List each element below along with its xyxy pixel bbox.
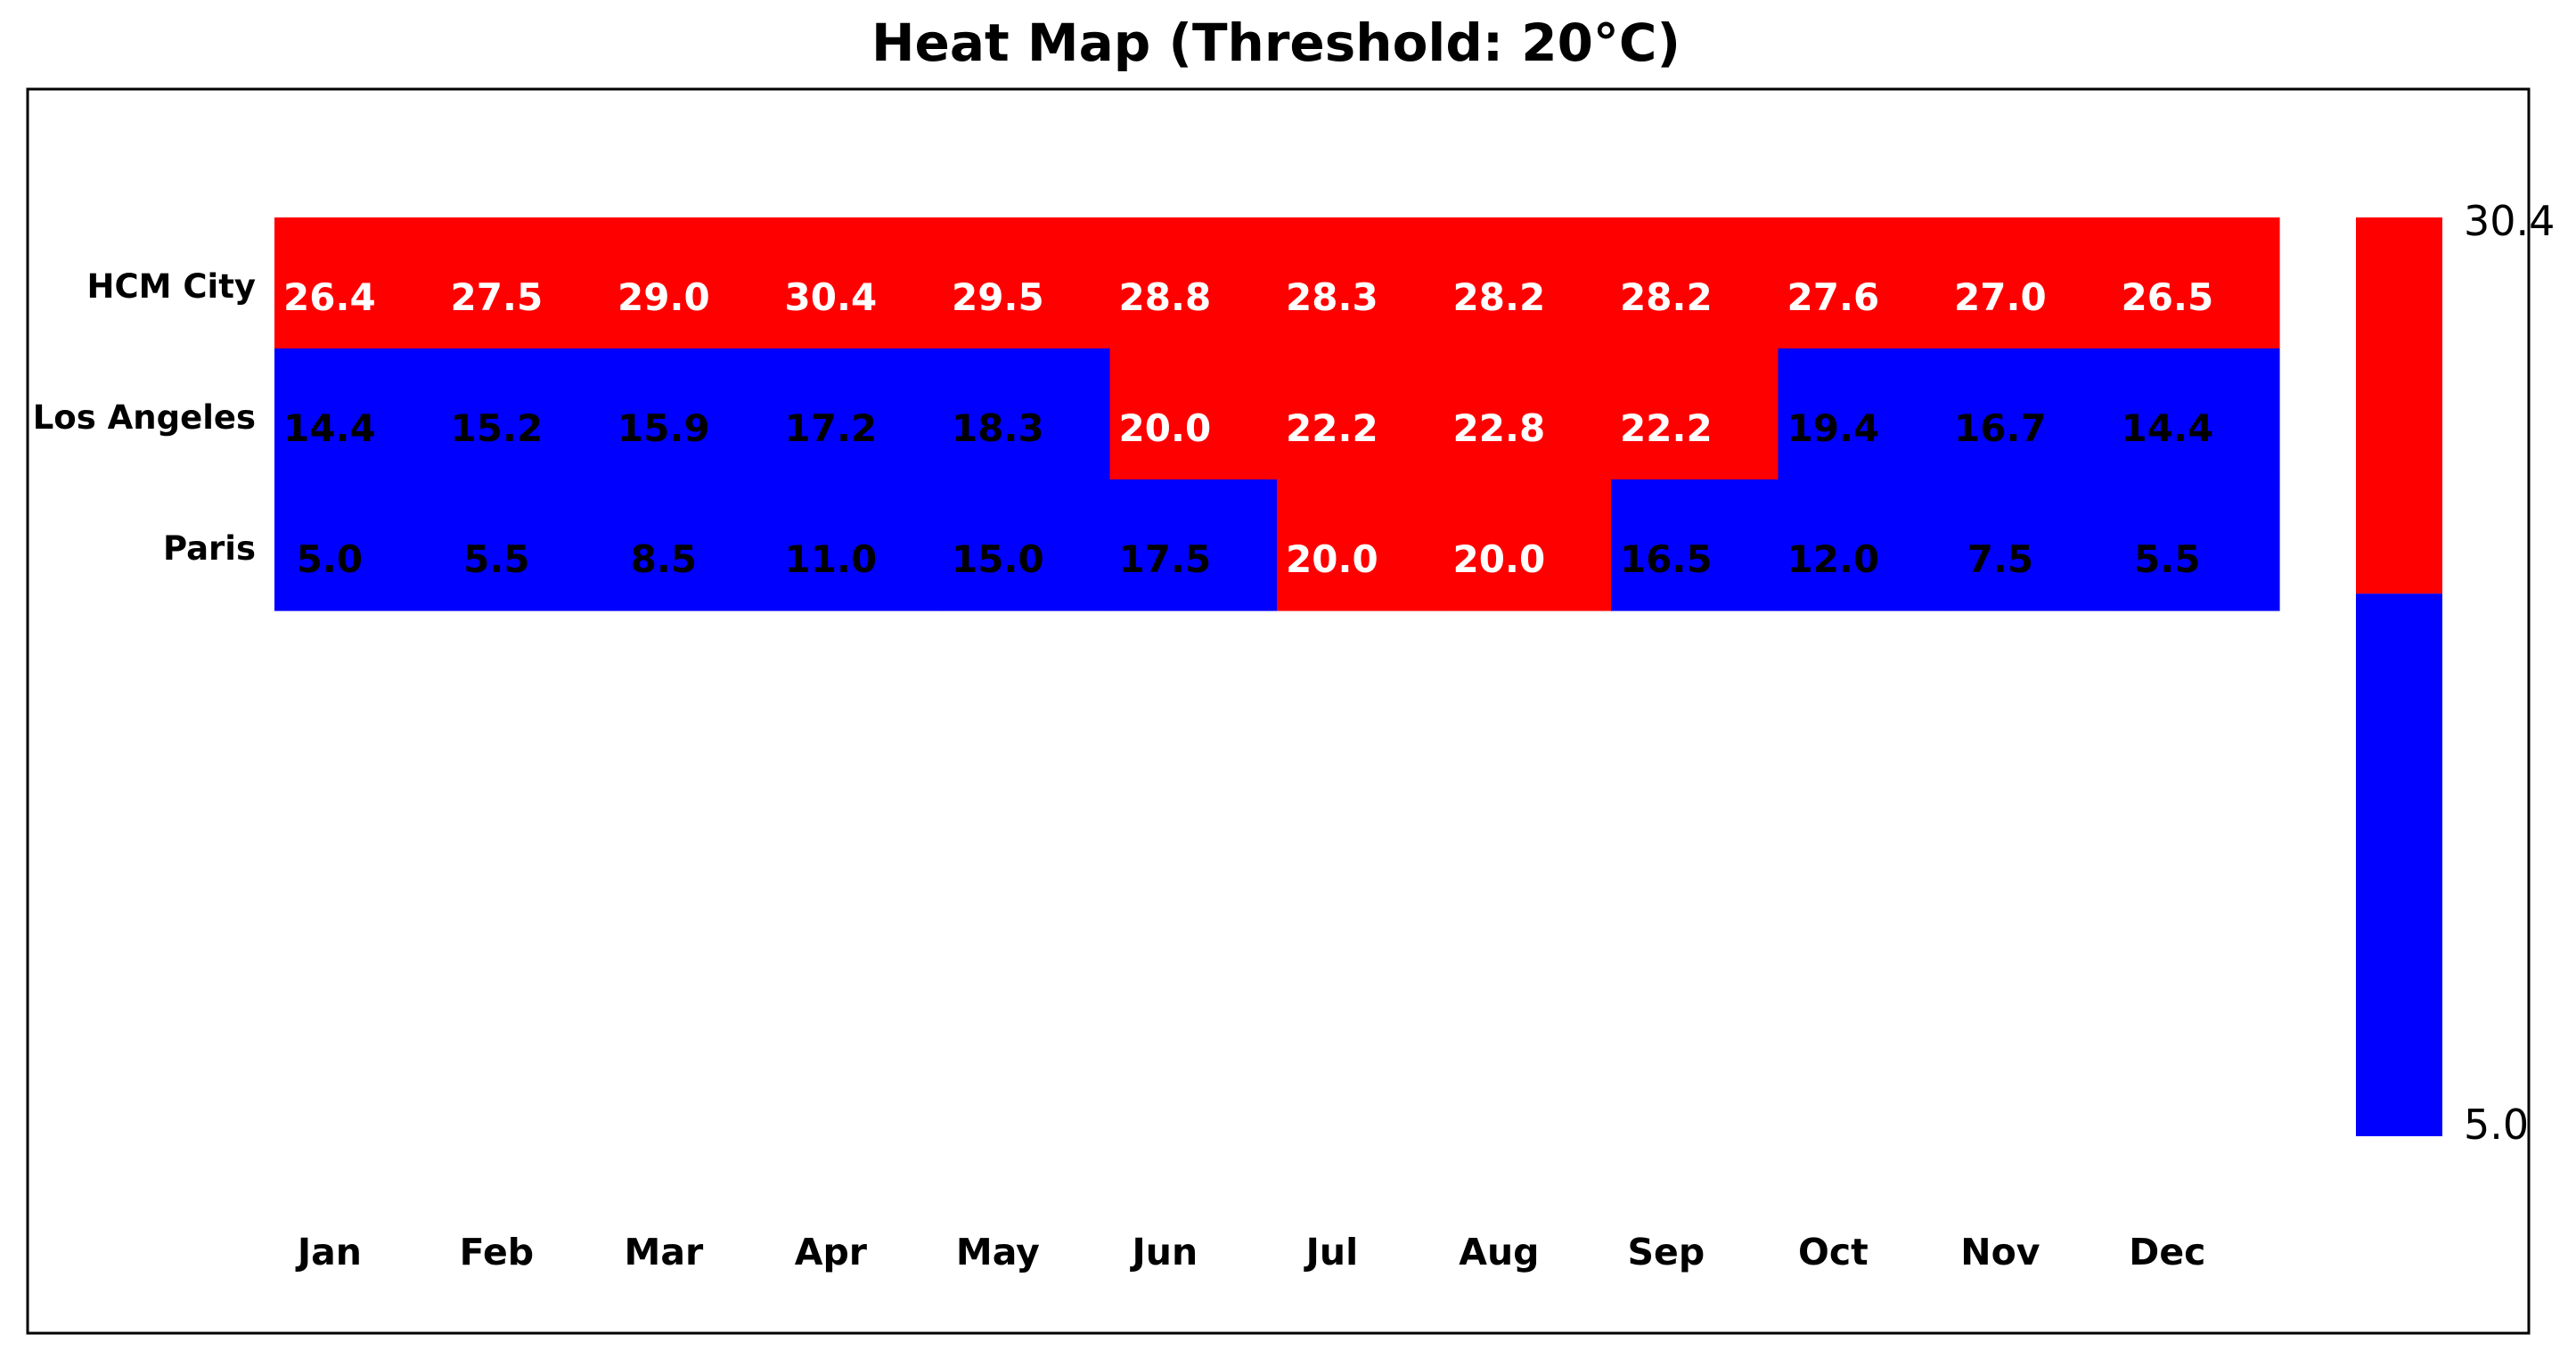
column-label-may: May bbox=[956, 1231, 1040, 1273]
heatmap-cell-hcm-city-nov bbox=[1945, 217, 2114, 349]
cell-value-label: 12.0 bbox=[1787, 537, 1880, 581]
cell-value-label: 5.5 bbox=[2134, 537, 2200, 581]
colorbar: 30.4 5.0 bbox=[2356, 197, 2555, 1149]
cell-value-label: 28.2 bbox=[1620, 275, 1713, 319]
axes-frame bbox=[26, 87, 2531, 1335]
cell-value-label: 27.6 bbox=[1787, 275, 1880, 319]
cell-value-label: 18.3 bbox=[952, 406, 1044, 450]
colorbar-min-label: 5.0 bbox=[2464, 1101, 2529, 1149]
heatmap-cell-los-angeles-nov bbox=[1945, 348, 2114, 480]
cell-value-label: 15.0 bbox=[952, 537, 1044, 581]
cell-value-label: 20.0 bbox=[1453, 537, 1546, 581]
cell-value-label: 28.3 bbox=[1286, 275, 1378, 319]
heatmap-cell-paris-nov bbox=[1945, 479, 2114, 611]
heatmap-cell-los-angeles-sep bbox=[1611, 348, 1779, 480]
heatmap-cell-los-angeles-apr bbox=[775, 348, 944, 480]
heatmap-cell-hcm-city-feb bbox=[441, 217, 609, 349]
cell-value-label: 28.2 bbox=[1453, 275, 1546, 319]
cell-value-label: 27.0 bbox=[1954, 275, 2047, 319]
cell-value-label: 15.9 bbox=[617, 406, 710, 450]
column-label-jun: Jun bbox=[1130, 1231, 1198, 1273]
heatmap-cell-los-angeles-may bbox=[943, 348, 1111, 480]
row-label-los-angeles: Los Angeles bbox=[33, 398, 256, 437]
heatmap-cell-hcm-city-mar bbox=[609, 217, 777, 349]
cell-value-label: 5.5 bbox=[463, 537, 529, 581]
heatmap-cell-hcm-city-apr bbox=[775, 217, 944, 349]
cell-value-label: 16.7 bbox=[1954, 406, 2047, 450]
cell-value-label: 8.5 bbox=[631, 537, 697, 581]
heatmap-cell-paris-apr bbox=[775, 479, 944, 611]
colorbar-max-label: 30.4 bbox=[2464, 197, 2555, 245]
chart-title: Heat Map (Threshold: 20°C) bbox=[871, 12, 1681, 73]
heatmap-cell-paris-may bbox=[943, 479, 1111, 611]
column-label-apr: Apr bbox=[795, 1231, 868, 1273]
cell-value-label: 20.0 bbox=[1119, 406, 1212, 450]
cell-value-label: 15.2 bbox=[451, 406, 544, 450]
row-label-hcm-city: HCM City bbox=[87, 267, 256, 306]
cell-value-label: 19.4 bbox=[1787, 406, 1880, 450]
cell-value-label: 17.2 bbox=[785, 406, 878, 450]
column-label-jul: Jul bbox=[1304, 1231, 1359, 1273]
heatmap-cell-hcm-city-aug bbox=[1443, 217, 1612, 349]
cell-value-label: 14.4 bbox=[283, 406, 376, 450]
cell-value-label: 14.4 bbox=[2122, 406, 2214, 450]
heatmap-cell-paris-dec bbox=[2112, 479, 2280, 611]
column-label-feb: Feb bbox=[460, 1231, 535, 1273]
heatmap-cell-paris-feb bbox=[441, 479, 609, 611]
heatmap-cell-paris-oct bbox=[1778, 479, 1946, 611]
heatmap-cell-hcm-city-oct bbox=[1778, 217, 1946, 349]
heatmap-cell-hcm-city-jul bbox=[1277, 217, 1445, 349]
column-label-nov: Nov bbox=[1960, 1231, 2040, 1273]
cell-value-label: 20.0 bbox=[1286, 537, 1378, 581]
row-label-paris: Paris bbox=[163, 529, 256, 568]
heatmap-cell-hcm-city-dec bbox=[2112, 217, 2280, 349]
cell-value-label: 7.5 bbox=[1967, 537, 2033, 581]
heatmap-cell-paris-jan bbox=[274, 479, 443, 611]
heatmap-cell-los-angeles-jun bbox=[1109, 348, 1278, 480]
cell-value-label: 28.8 bbox=[1119, 275, 1212, 319]
column-label-mar: Mar bbox=[625, 1231, 704, 1273]
heatmap-cell-los-angeles-aug bbox=[1443, 348, 1612, 480]
cell-value-label: 16.5 bbox=[1620, 537, 1713, 581]
colorbar-segment-above bbox=[2356, 217, 2442, 594]
cell-value-label: 30.4 bbox=[785, 275, 878, 319]
heatmap-cell-hcm-city-jun bbox=[1109, 217, 1278, 349]
cell-value-label: 27.5 bbox=[451, 275, 544, 319]
heatmap-cell-labels: 26.4 27.5 29.0 30.4 29.5 28.8 28.3 28.2 28.2 27.6… bbox=[283, 275, 2213, 581]
heatmap-cell-paris-jul bbox=[1277, 479, 1445, 611]
cell-value-label: 22.2 bbox=[1620, 406, 1713, 450]
heatmap-cell-paris-jun bbox=[1109, 479, 1278, 611]
heatmap-cell-los-angeles-jan bbox=[274, 348, 443, 480]
heatmap-cell-paris-aug bbox=[1443, 479, 1612, 611]
heatmap-cell-los-angeles-jul bbox=[1277, 348, 1445, 480]
heatmap-cell-los-angeles-dec bbox=[2112, 348, 2280, 480]
heatmap-cell-hcm-city-sep bbox=[1611, 217, 1779, 349]
heatmap-cell-los-angeles-oct bbox=[1778, 348, 1946, 480]
heatmap-cell-los-angeles-feb bbox=[441, 348, 609, 480]
heatmap-cell-los-angeles-mar bbox=[609, 348, 777, 480]
column-label-dec: Dec bbox=[2129, 1231, 2205, 1273]
column-label-jan: Jan bbox=[295, 1231, 362, 1273]
colorbar-segment-below bbox=[2356, 594, 2442, 1136]
heatmap-cell-hcm-city-may bbox=[943, 217, 1111, 349]
cell-value-label: 22.2 bbox=[1286, 406, 1378, 450]
cell-value-label: 17.5 bbox=[1119, 537, 1212, 581]
heatmap-cells bbox=[274, 217, 2280, 611]
heatmap-cell-paris-mar bbox=[609, 479, 777, 611]
column-label-aug: Aug bbox=[1459, 1231, 1539, 1273]
cell-value-label: 29.0 bbox=[617, 275, 710, 319]
cell-value-label: 26.4 bbox=[283, 275, 376, 319]
column-labels: Jan Feb Mar Apr May Jun Jul Aug Sep Oct Nov Dec bbox=[295, 1231, 2206, 1273]
cell-value-label: 29.5 bbox=[952, 275, 1044, 319]
cell-value-label: 11.0 bbox=[785, 537, 878, 581]
column-label-oct: Oct bbox=[1798, 1231, 1869, 1273]
cell-value-label: 5.0 bbox=[297, 537, 363, 581]
cell-value-label: 26.5 bbox=[2122, 275, 2214, 319]
cell-value-label: 22.8 bbox=[1453, 406, 1546, 450]
row-labels: HCM City Los Angeles Paris bbox=[33, 267, 256, 568]
heatmap-cell-paris-sep bbox=[1611, 479, 1779, 611]
column-label-sep: Sep bbox=[1628, 1231, 1705, 1273]
heatmap-cell-hcm-city-jan bbox=[274, 217, 443, 349]
